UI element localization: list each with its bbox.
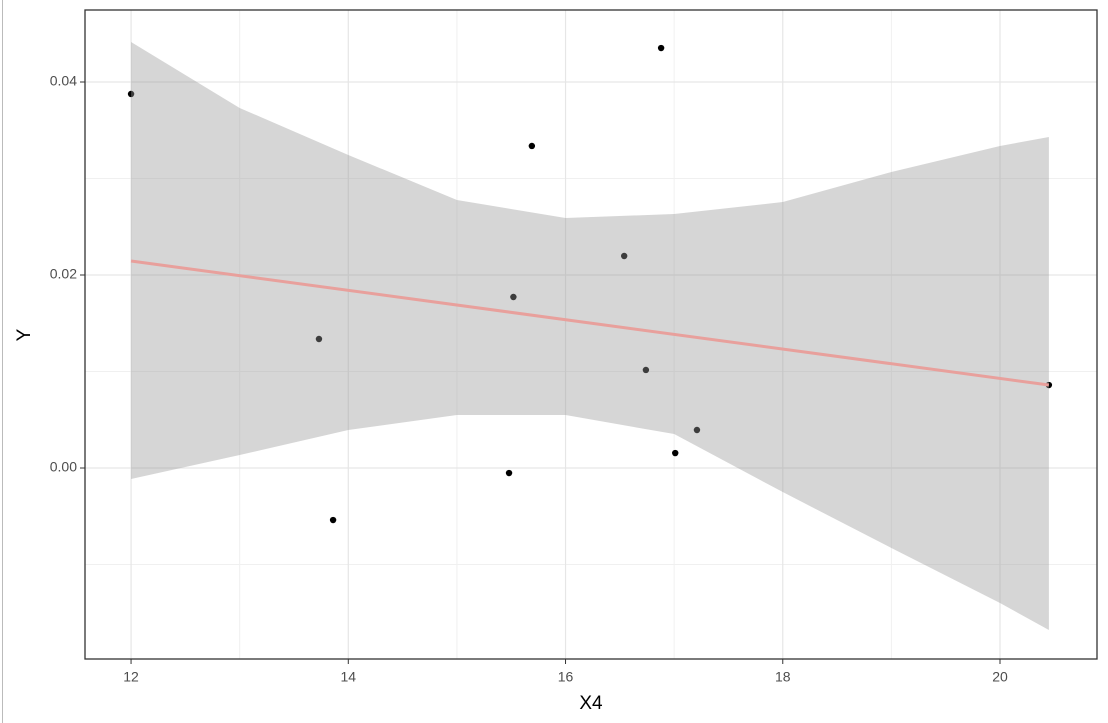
point [505, 469, 513, 477]
x-tick-label: 20 [992, 669, 1008, 685]
point [528, 142, 536, 150]
point [657, 44, 665, 52]
x-tick-label: 18 [775, 669, 791, 685]
point [329, 516, 337, 524]
x-tick-label: 12 [123, 669, 139, 685]
panel-border [84, 9, 1098, 660]
point [510, 293, 517, 301]
x-tick-label: 14 [341, 669, 357, 685]
point [315, 335, 323, 343]
y-tick-label: 0.00 [50, 459, 77, 475]
point [620, 252, 628, 260]
y-tick-label: 0.02 [50, 266, 77, 282]
point [672, 449, 679, 457]
point [693, 426, 701, 434]
point [127, 90, 135, 98]
y-tick-label: 0.04 [50, 73, 77, 89]
fit-line [130, 259, 1050, 387]
confidence-band [131, 41, 1049, 631]
x-tick-label: 16 [558, 669, 574, 685]
x-axis-title: X4 [579, 693, 603, 714]
y-axis-title: Y [14, 328, 35, 341]
point [642, 366, 650, 374]
